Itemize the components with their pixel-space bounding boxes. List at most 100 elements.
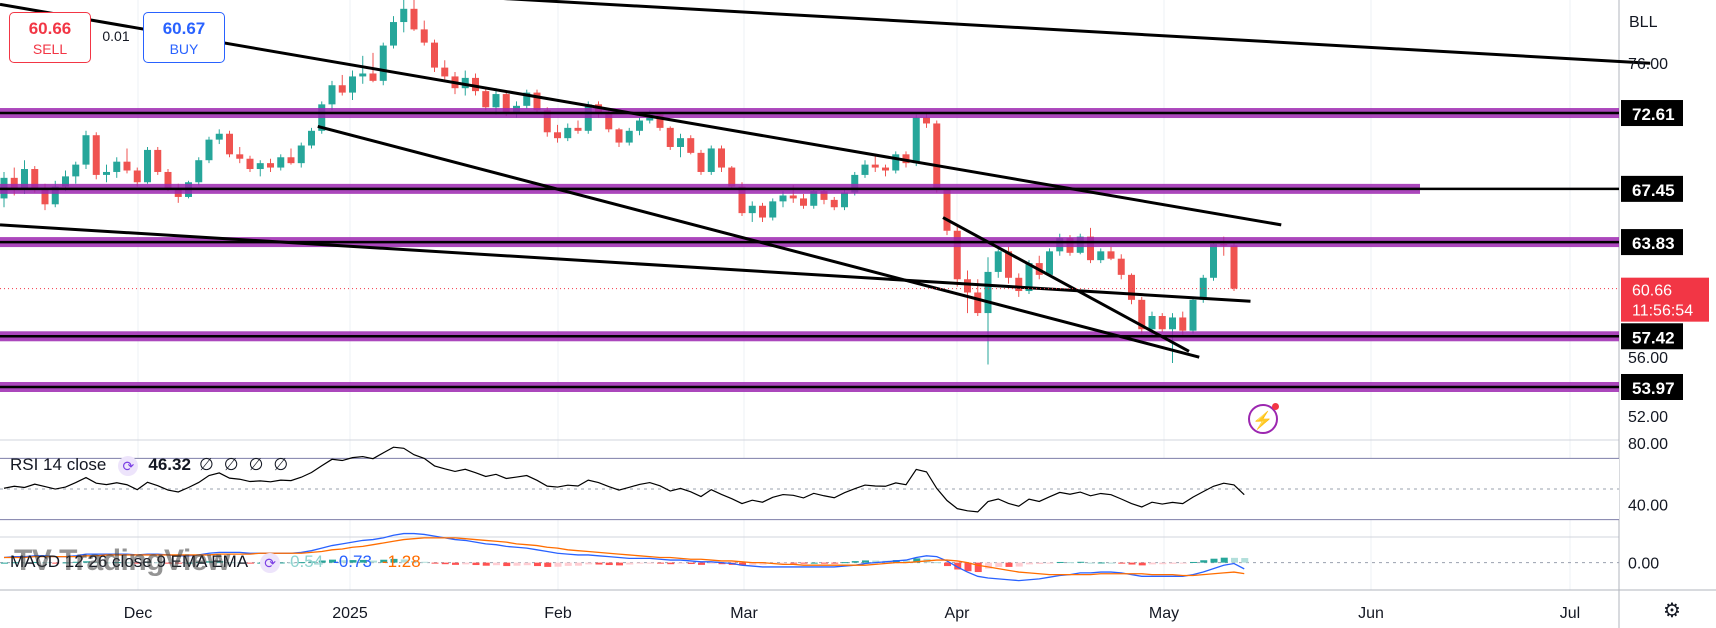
spread-value: 0.01 — [102, 28, 130, 44]
candle-body — [943, 189, 951, 231]
candle-body — [748, 205, 756, 214]
macd-histogram-bar — [677, 562, 685, 564]
candle-body — [431, 42, 438, 68]
macd-histogram-bar — [21, 562, 29, 564]
sell-button[interactable]: 60.66 SELL — [9, 12, 91, 63]
trend-line — [0, 223, 1251, 303]
macd-histogram-bar — [841, 562, 849, 564]
rsi-band-fill — [0, 458, 1619, 520]
time-tick-label: May — [1149, 605, 1179, 622]
sell-label: SELL — [32, 41, 68, 57]
candle-body — [123, 161, 131, 171]
candle-body — [420, 29, 428, 43]
macd-histogram-bar — [708, 562, 716, 564]
trend-line — [942, 216, 1190, 353]
buy-button[interactable]: 60.67 BUY — [143, 12, 225, 63]
macd-histogram-bar — [862, 560, 869, 563]
candle-body — [1117, 258, 1125, 275]
candle-body — [195, 160, 203, 183]
macd-histogram-bar — [452, 562, 459, 565]
candle-body — [554, 132, 561, 139]
macd-histogram-bar — [933, 562, 941, 564]
rsi-empty-value: ∅ — [273, 455, 289, 474]
candle-body — [164, 171, 172, 189]
gear-icon[interactable]: ⚙ — [1663, 600, 1681, 622]
macd-line — [3, 532, 1245, 582]
candle-body — [636, 120, 643, 131]
macd-histogram-bar — [534, 562, 541, 567]
macd-histogram-bar — [1097, 562, 1105, 564]
macd-histogram-bar — [964, 562, 972, 572]
candle-body — [1107, 251, 1115, 259]
rsi-empty-value: ∅ — [223, 455, 239, 474]
macd-histogram-bar — [1056, 561, 1064, 563]
candle-body — [226, 133, 233, 155]
macd-histogram-bar — [83, 561, 90, 563]
macd-histogram-bar — [985, 562, 992, 569]
trend-line — [503, 0, 1651, 65]
macd-histogram-bar — [1190, 561, 1197, 563]
candle-body — [564, 127, 572, 139]
candle-body — [246, 158, 254, 170]
macd-legend: MACD 12 26 close 9 EMA EMA ⟳ 0.54 -0.73 -1.2… — [10, 552, 421, 573]
macd-histogram-bar — [780, 562, 787, 564]
candle-body — [738, 186, 746, 214]
candle-body — [308, 130, 315, 146]
macd-histogram-bar — [1036, 562, 1044, 565]
candle-body — [1138, 299, 1146, 330]
macd-histogram-bar — [11, 562, 19, 564]
level-price-label: 67.45 — [1632, 181, 1675, 200]
candle-body — [841, 192, 848, 208]
rsi-legend: RSI 14 close ⟳ 46.32 ∅ ∅ ∅ ∅ — [10, 455, 298, 476]
candle-body — [974, 292, 982, 314]
lightning-alert-icon[interactable]: ⚡ — [1248, 403, 1279, 434]
macd-histogram-bar — [575, 562, 582, 566]
candle-body — [256, 163, 264, 170]
level-price-tag — [1621, 373, 1683, 400]
macd-histogram-bar — [1046, 562, 1054, 564]
candle-body — [62, 176, 69, 187]
level-price-label: 57.42 — [1632, 328, 1675, 347]
macd-histogram-bar — [93, 562, 101, 564]
macd-histogram-bar — [821, 562, 828, 564]
candle-body — [482, 91, 490, 108]
macd-histogram-bar — [318, 560, 326, 563]
macd-histogram-bar — [944, 562, 951, 567]
macd-histogram-bar — [1, 562, 8, 564]
trend-lines[interactable] — [0, 0, 1651, 359]
macd-histogram-bar — [52, 562, 60, 564]
macd-histogram-bar — [482, 562, 490, 566]
current-price-label: 60.66 — [1632, 283, 1672, 300]
settings-cycle-icon[interactable]: ⟳ — [118, 455, 139, 476]
macd-histogram-bar — [134, 562, 142, 564]
candle-body — [133, 170, 141, 183]
price-tick-label: 76.00 — [1628, 56, 1668, 73]
macd-histogram-bar — [226, 562, 234, 564]
macd-histogram-bar — [626, 562, 634, 565]
macd-histogram-value: 0.54 — [290, 552, 324, 571]
macd-histogram-bar — [370, 560, 377, 563]
macd-histogram-bar — [513, 562, 521, 566]
candle-body — [390, 22, 397, 46]
settings-cycle-icon[interactable]: ⟳ — [260, 552, 281, 573]
rsi-empty-value: ∅ — [248, 455, 264, 474]
macd-histogram-bar — [554, 562, 562, 567]
candle-body — [871, 164, 879, 168]
rsi-title: RSI 14 close — [10, 455, 107, 474]
candle-body — [1087, 236, 1094, 261]
horizontal-levels[interactable] — [0, 108, 1619, 392]
candle-body — [574, 127, 582, 131]
macd-histogram-bar — [1200, 560, 1208, 563]
candle-body — [1025, 263, 1033, 292]
candle-body — [625, 130, 633, 143]
macd-panel — [0, 532, 1619, 582]
macd-histogram-bar — [390, 558, 398, 563]
candle-body — [154, 149, 162, 172]
candle-body — [923, 117, 930, 124]
rsi-value: 46.32 — [148, 455, 191, 474]
candle-body — [1230, 245, 1238, 289]
symbol-label[interactable]: BLL — [1629, 14, 1658, 31]
candle-body — [51, 186, 59, 205]
candle-body — [830, 199, 838, 208]
